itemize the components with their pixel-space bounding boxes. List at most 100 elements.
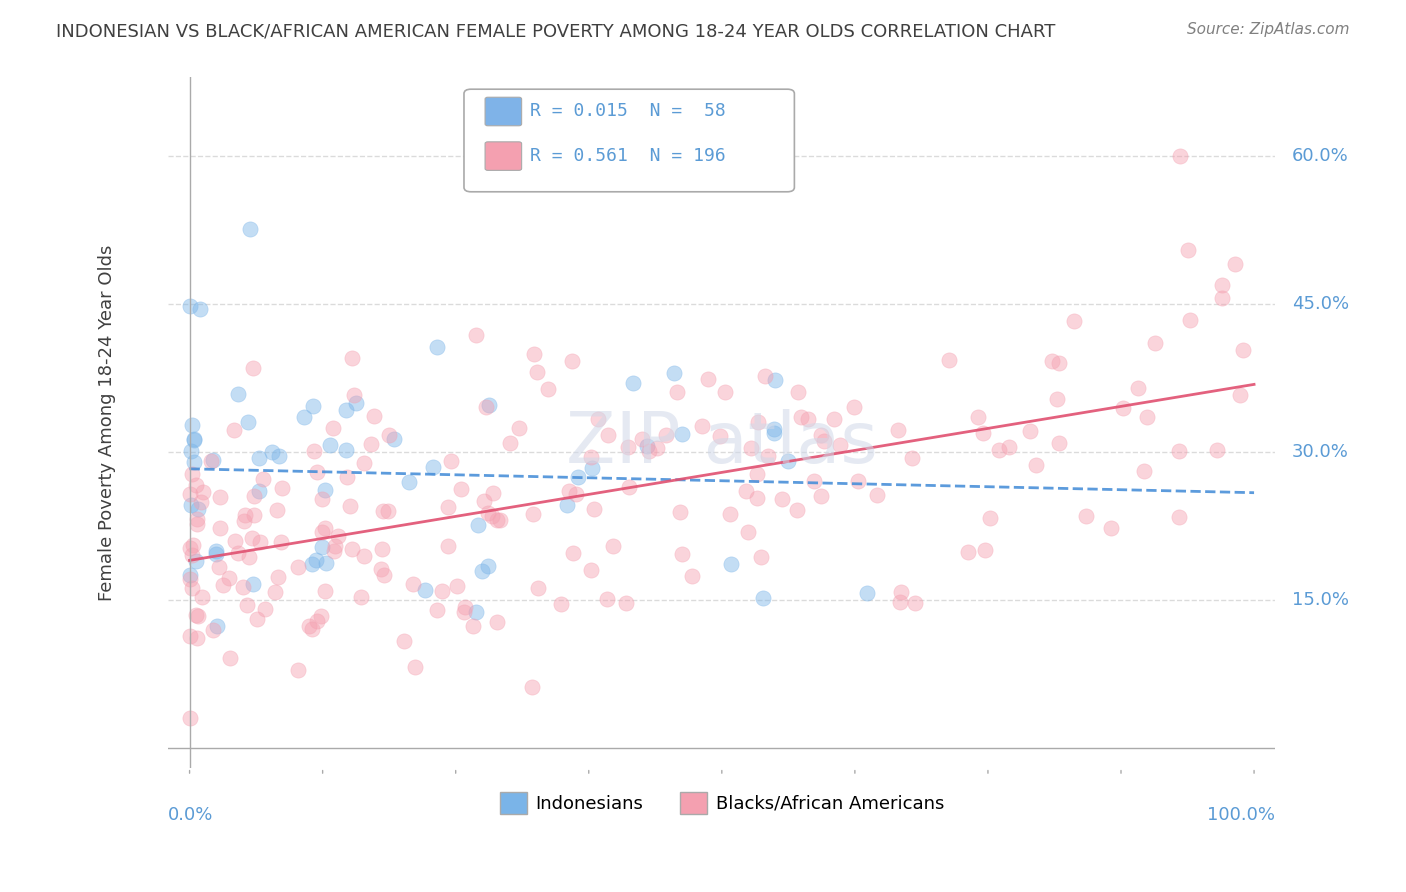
Point xyxy=(413,582,436,597)
Point xyxy=(889,595,911,609)
Point xyxy=(187,501,209,516)
Point xyxy=(987,442,1010,457)
Point xyxy=(762,422,785,436)
Point xyxy=(271,481,294,495)
Point xyxy=(1046,392,1069,407)
Point xyxy=(752,591,775,606)
Point xyxy=(260,444,283,458)
Point xyxy=(184,478,207,492)
Point xyxy=(183,432,205,446)
Point xyxy=(472,493,495,508)
Point xyxy=(579,563,602,577)
Point xyxy=(1018,424,1040,438)
Point xyxy=(236,415,259,429)
Point xyxy=(1025,458,1047,472)
Text: ZIP atlas: ZIP atlas xyxy=(565,409,877,478)
Text: Female Poverty Among 18-24 Year Olds: Female Poverty Among 18-24 Year Olds xyxy=(98,244,117,600)
Point xyxy=(328,529,350,543)
Point xyxy=(1063,313,1085,327)
Point xyxy=(298,619,321,633)
Point xyxy=(666,384,689,399)
Point xyxy=(886,423,908,437)
Point xyxy=(813,434,835,449)
Point xyxy=(737,525,759,540)
Point xyxy=(596,591,619,606)
Point xyxy=(179,541,201,555)
Text: 30.0%: 30.0% xyxy=(1292,443,1348,461)
Point xyxy=(482,485,505,500)
Point xyxy=(309,609,332,624)
Point xyxy=(236,598,259,612)
Point xyxy=(266,503,288,517)
Point xyxy=(997,440,1019,454)
Point xyxy=(617,480,640,494)
Point xyxy=(426,603,449,617)
Point xyxy=(471,564,494,578)
Point xyxy=(956,545,979,559)
Point xyxy=(797,412,820,426)
Point xyxy=(1205,443,1227,458)
Point xyxy=(402,576,425,591)
Point xyxy=(181,581,204,595)
Point xyxy=(1229,387,1251,401)
Point xyxy=(179,568,201,582)
Point xyxy=(305,465,328,479)
Point xyxy=(1133,464,1156,478)
Point xyxy=(645,441,668,455)
Point xyxy=(422,459,444,474)
Point xyxy=(485,615,508,629)
Point xyxy=(249,535,271,549)
Point xyxy=(582,502,605,516)
Point xyxy=(239,222,262,236)
Point xyxy=(526,365,548,379)
Point xyxy=(754,368,776,383)
Text: INDONESIAN VS BLACK/AFRICAN AMERICAN FEMALE POVERTY AMONG 18-24 YEAR OLDS CORREL: INDONESIAN VS BLACK/AFRICAN AMERICAN FEM… xyxy=(56,22,1056,40)
Point xyxy=(377,504,399,518)
Point xyxy=(186,516,208,531)
Point xyxy=(226,386,249,401)
Point xyxy=(454,600,477,615)
Point xyxy=(810,489,832,503)
Point xyxy=(740,441,762,455)
Point xyxy=(904,596,927,610)
Point xyxy=(828,438,851,452)
Point xyxy=(474,400,496,414)
Point xyxy=(713,385,735,400)
Point xyxy=(690,418,713,433)
Point xyxy=(208,490,231,504)
Point xyxy=(267,569,290,583)
Point xyxy=(301,557,323,571)
Text: 45.0%: 45.0% xyxy=(1292,295,1350,313)
Point xyxy=(190,494,212,508)
Point xyxy=(770,492,793,507)
Point xyxy=(787,385,810,400)
Point xyxy=(803,475,825,489)
Point xyxy=(179,572,201,586)
Point xyxy=(890,584,912,599)
Point xyxy=(450,482,472,496)
Point xyxy=(311,491,333,506)
Point xyxy=(972,426,994,441)
Point xyxy=(242,360,264,375)
Point xyxy=(186,607,208,622)
Point xyxy=(489,513,512,527)
Point xyxy=(681,569,703,583)
Point xyxy=(636,439,658,453)
Point xyxy=(621,376,644,391)
Point xyxy=(1136,409,1159,424)
Point xyxy=(335,402,357,417)
Point xyxy=(616,596,638,610)
Point xyxy=(226,546,249,560)
Point xyxy=(1143,336,1166,351)
Point xyxy=(1177,244,1199,258)
Point xyxy=(398,475,420,489)
Point xyxy=(430,584,453,599)
Point xyxy=(478,398,501,412)
Point xyxy=(1099,521,1122,535)
Point xyxy=(243,508,266,522)
Point xyxy=(323,543,346,558)
Point xyxy=(508,421,530,435)
Point xyxy=(1225,257,1247,271)
Point xyxy=(370,562,392,576)
Point xyxy=(201,453,224,467)
